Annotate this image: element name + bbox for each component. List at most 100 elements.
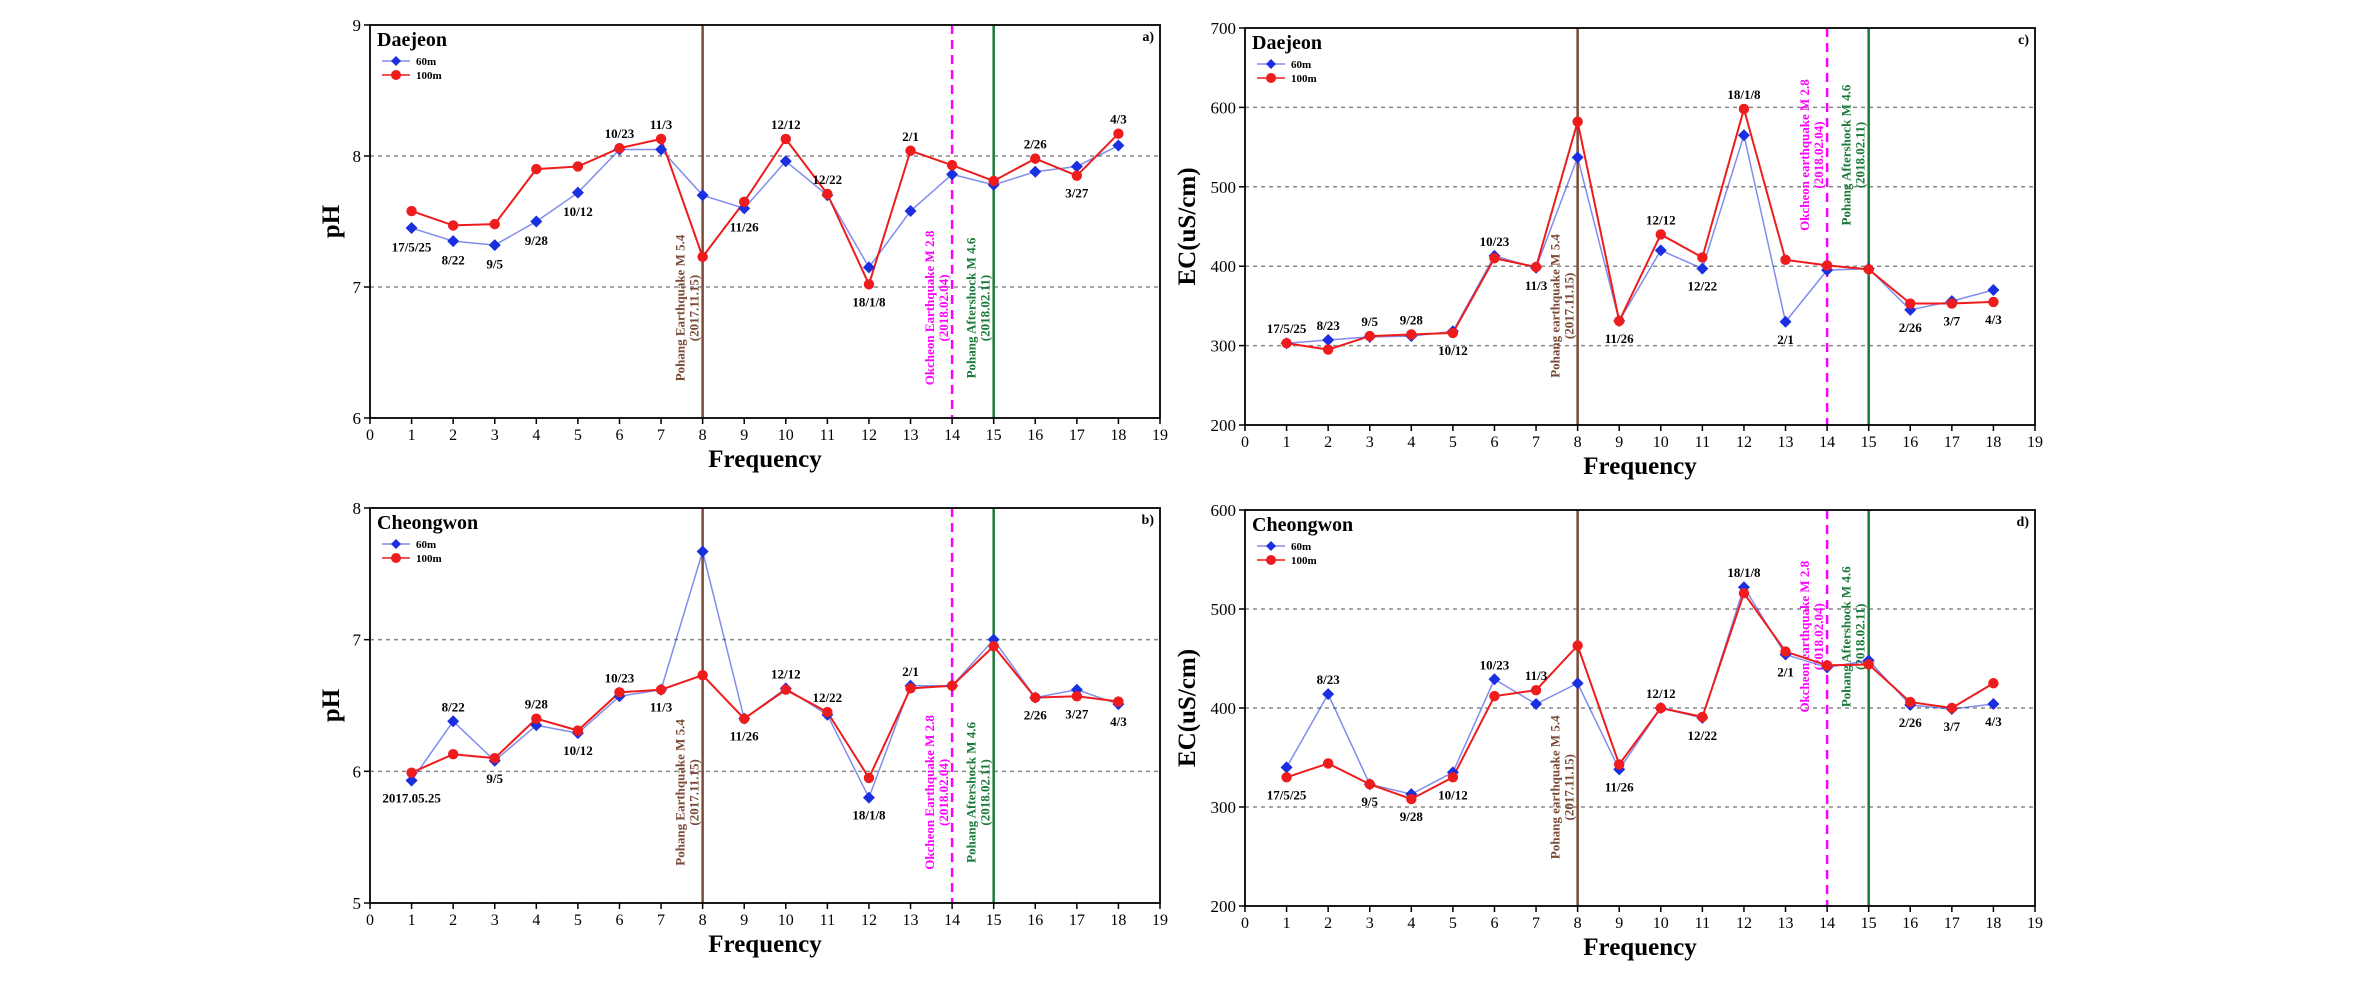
point-100m <box>1863 659 1874 670</box>
event-date-okcheon: (2018.02.04) <box>936 759 951 826</box>
point-100m <box>1572 116 1583 127</box>
x-tick-label: 17 <box>1069 912 1085 929</box>
x-tick-label: 4 <box>1407 915 1415 932</box>
event-date-okcheon: (2018.02.04) <box>936 274 951 341</box>
y-tick-label: 8 <box>353 147 362 166</box>
point-date-label: 12/22 <box>813 172 843 187</box>
point-100m <box>572 161 584 172</box>
point-date-label: 2/26 <box>1024 137 1048 152</box>
point-date-label: 17/5/25 <box>1267 321 1307 336</box>
point-100m <box>1071 170 1083 181</box>
point-100m <box>1697 252 1708 263</box>
point-100m <box>1322 758 1334 769</box>
point-date-label: 18/1/8 <box>1727 565 1761 580</box>
point-60m <box>779 155 792 168</box>
x-tick-label: 16 <box>1902 434 1918 451</box>
x-tick-label: 12 <box>861 912 877 929</box>
point-date-label: 11/26 <box>1605 779 1634 794</box>
x-axis-title: Frequency <box>1583 453 1697 480</box>
x-tick-label: 5 <box>574 912 582 929</box>
point-date-label: 12/12 <box>1646 686 1676 701</box>
legend-label-60m: 60m <box>416 539 436 551</box>
point-date-label: 17/5/25 <box>1267 787 1307 802</box>
x-tick-label: 16 <box>1027 427 1043 444</box>
point-100m <box>946 680 958 691</box>
point-date-label: 2/1 <box>1777 665 1794 680</box>
event-label-okcheon: Okcheon Earthquake M 2.8 <box>922 715 937 870</box>
x-tick-label: 15 <box>1861 434 1877 451</box>
point-100m <box>1406 329 1417 340</box>
series-line-100m <box>1286 590 1994 801</box>
point-date-label: 11/3 <box>1525 278 1548 293</box>
event-date-aftershock: (2018.02.11) <box>978 275 993 341</box>
point-date-label: 10/23 <box>605 670 635 685</box>
point-100m <box>1738 587 1750 599</box>
event-date-pohang: (2017.11.15) <box>1562 273 1577 339</box>
point-100m <box>1113 128 1124 139</box>
x-tick-label: 12 <box>1736 915 1752 932</box>
point-date-label: 9/5 <box>1361 794 1378 809</box>
point-100m <box>1530 261 1542 273</box>
series-line-60m <box>1285 585 1994 795</box>
plot-frame <box>369 507 1161 904</box>
point-date-label: 4/3 <box>1110 112 1127 127</box>
point-date-label: 17/5/25 <box>392 239 432 254</box>
y-tick-label: 500 <box>1211 600 1237 619</box>
x-tick-label: 8 <box>1574 434 1582 451</box>
point-100m <box>988 175 999 187</box>
point-60m <box>1571 677 1584 690</box>
point-date-label: 12/22 <box>1688 279 1718 294</box>
x-tick-label: 6 <box>1490 915 1498 932</box>
series-line-100m <box>411 133 1120 288</box>
point-100m <box>1364 779 1375 790</box>
point-date-label: 2/26 <box>1899 320 1923 335</box>
point-100m <box>1946 702 1958 714</box>
x-tick-label: 9 <box>1615 434 1623 451</box>
point-date-label: 18/1/8 <box>852 294 886 309</box>
x-tick-label: 18 <box>1985 434 2001 451</box>
legend-marker-60m <box>391 56 401 66</box>
legend-marker-60m <box>1266 59 1276 69</box>
x-tick-label: 16 <box>1027 912 1043 929</box>
y-tick-label: 7 <box>353 278 362 297</box>
point-60m <box>447 235 460 248</box>
point-60m <box>530 215 543 228</box>
x-tick-label: 1 <box>408 427 416 444</box>
point-60m <box>1779 315 1792 328</box>
point-60m <box>1654 244 1667 257</box>
x-tick-label: 17 <box>1944 915 1960 932</box>
y-tick-label: 6 <box>353 409 362 428</box>
point-100m <box>905 145 916 156</box>
x-tick-label: 3 <box>491 912 499 929</box>
y-tick-label: 600 <box>1211 98 1237 117</box>
point-date-label: 9/5 <box>486 256 503 271</box>
point-100m <box>447 749 459 760</box>
point-date-label: 2/26 <box>1899 715 1923 730</box>
legend-label-100m: 100m <box>416 553 442 565</box>
point-100m <box>1030 153 1041 164</box>
legend-marker-100m <box>1266 73 1276 83</box>
point-date-label: 11/3 <box>650 117 673 132</box>
point-60m <box>655 143 668 156</box>
y-tick-label: 7 <box>353 631 362 650</box>
station-title: Cheongwon <box>377 512 478 534</box>
y-tick-label: 400 <box>1211 257 1237 276</box>
point-100m <box>780 684 791 695</box>
legend-label-100m: 100m <box>1291 73 1317 85</box>
point-100m <box>1738 103 1750 115</box>
point-100m <box>655 684 667 695</box>
point-60m <box>1029 165 1042 178</box>
station-title: Daejeon <box>377 29 447 51</box>
point-date-label: 3/27 <box>1065 186 1089 201</box>
point-60m <box>447 715 460 728</box>
event-label-pohang: Pohang Earthquake M 5.4 <box>673 234 688 381</box>
chart-panel-a: Pohang Earthquake M 5.4 (2017.11.15) Okche… <box>318 16 1168 473</box>
point-60m <box>904 205 917 218</box>
event-label-okcheon: Okcheon Earthquake M 2.8 <box>922 230 937 385</box>
x-tick-label: 2 <box>449 912 457 929</box>
point-100m <box>489 752 500 764</box>
x-tick-label: 2 <box>1324 915 1332 932</box>
point-100m <box>863 772 875 784</box>
point-100m <box>1946 298 1958 309</box>
